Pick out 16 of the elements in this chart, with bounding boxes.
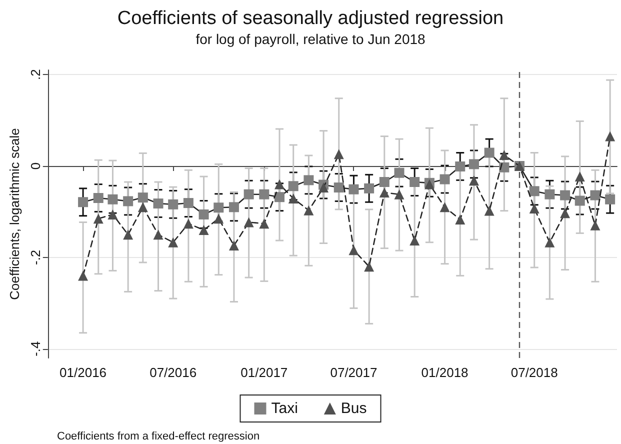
chart-subtitle: for log of payroll, relative to Jun 2018 [196,31,426,47]
text: Coefficients from a fixed-effect regression [57,430,260,442]
x-tick-label: 07/2018 [510,365,558,380]
x-tick-label: 01/2016 [60,365,107,380]
x-tick-label: 07/2017 [330,365,378,380]
legend-label: Bus [340,400,367,417]
y-tick-label: .2 [28,69,43,80]
x-tick-label: 01/2018 [421,365,468,380]
y-tick-label: 0 [28,162,43,170]
x-tick-label: 01/2017 [240,365,288,380]
y-tick-label: -.2 [28,250,43,266]
x-tick-label: 07/2016 [150,365,197,380]
y-axis-title: Coefficients, logarithmic scale [7,128,22,300]
legend-label: Taxi [271,400,298,417]
y-tick-label: -.4 [28,341,43,356]
chart-title: Coefficients of seasonally adjusted regression [117,8,504,29]
